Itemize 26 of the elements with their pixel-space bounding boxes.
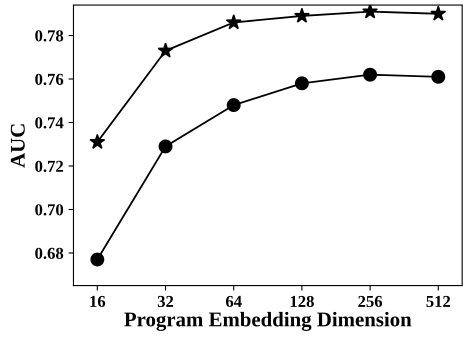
x-tick-label: 64 [226, 296, 242, 308]
x-tick-label: 512 [426, 296, 450, 308]
point [363, 68, 378, 82]
point [226, 98, 241, 112]
x-axis-title: Program Embedding Dimension [124, 312, 412, 331]
point [294, 8, 310, 23]
point [158, 42, 174, 58]
point [362, 5, 378, 18]
y-axis-title: AUC [10, 124, 25, 168]
point [430, 5, 446, 21]
point [89, 134, 106, 149]
point [158, 139, 172, 154]
point [226, 14, 242, 30]
y-tick-label: 0.68 [35, 248, 64, 260]
x-tick-label: 256 [358, 296, 382, 308]
point [90, 252, 104, 266]
point [431, 70, 446, 84]
y-tick-label: 0.74 [35, 117, 64, 129]
x-tick-label: 32 [158, 296, 174, 308]
x-tick-label: 128 [290, 296, 314, 308]
y-tick-label: 0.76 [35, 74, 64, 86]
y-tick-label: 0.72 [35, 160, 64, 172]
point [294, 76, 309, 90]
x-tick-label: 16 [90, 296, 106, 308]
y-tick-label: 0.78 [35, 30, 64, 42]
y-tick-label: 0.70 [35, 204, 64, 216]
